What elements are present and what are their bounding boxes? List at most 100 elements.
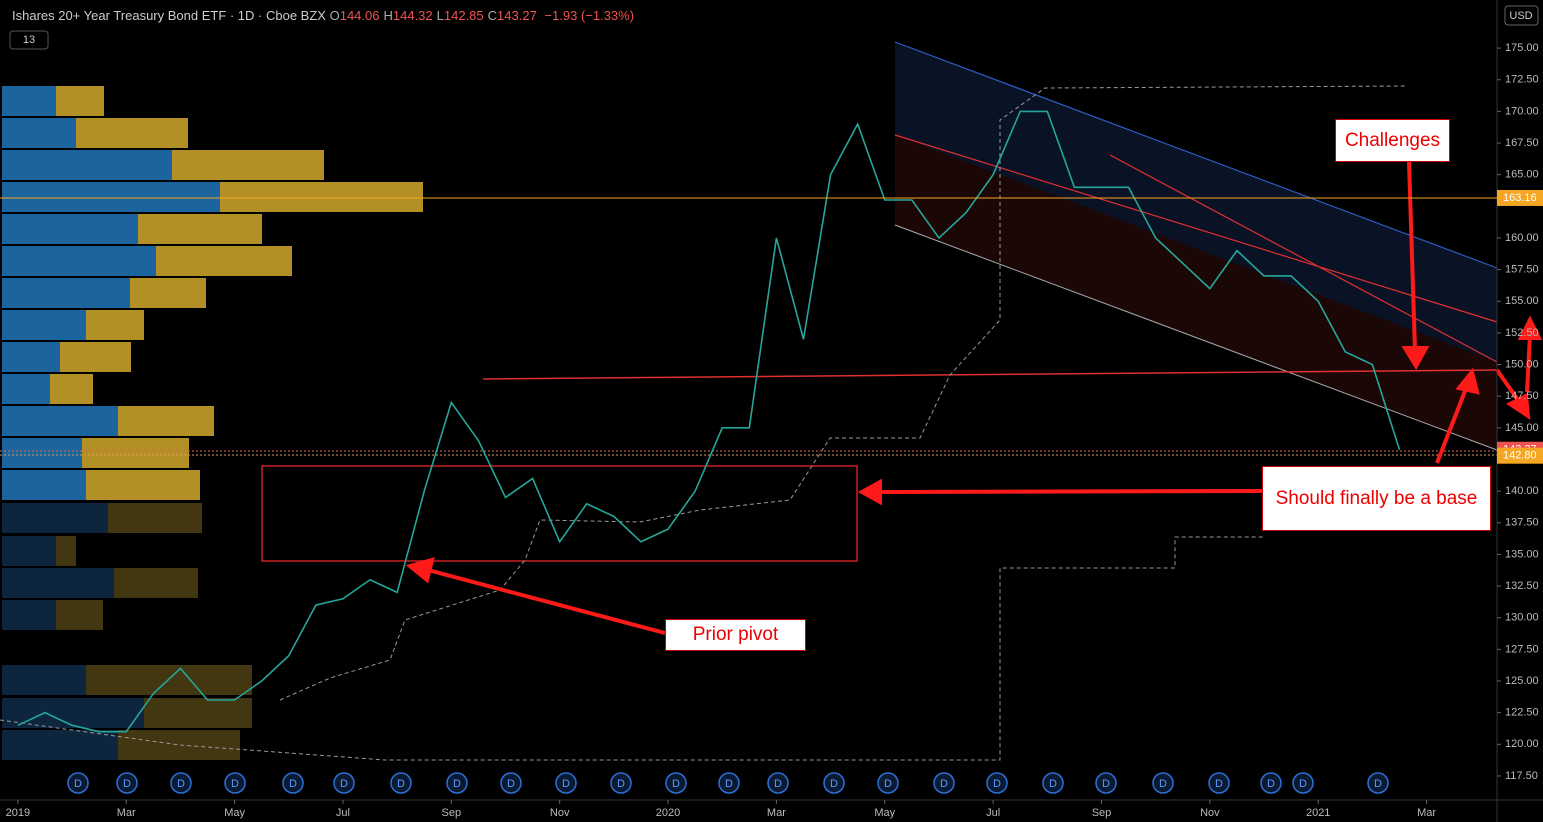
y-tick-label: 127.50 (1505, 643, 1539, 655)
ohlc-value: 143.27 (497, 8, 537, 23)
x-tick-label: Jul (986, 807, 1000, 819)
ohlc-label: H (383, 8, 393, 23)
y-tick-label: 165.00 (1505, 169, 1539, 181)
annotation-arrows (405, 161, 1543, 635)
dividend-marker (1367, 772, 1389, 794)
dividend-label: D (177, 778, 185, 790)
x-tick-label: Nov (1200, 807, 1220, 819)
y-tick-label: 132.50 (1505, 580, 1539, 592)
price-badge (1497, 189, 1543, 206)
indicator-box (9, 30, 49, 50)
drawings (0, 41, 1498, 761)
dividend-label: D (617, 778, 625, 790)
annotation: Should finally be a base (1262, 466, 1491, 531)
dividend-label: D (672, 778, 680, 790)
dividend-label: D (884, 778, 892, 790)
dividend-label: D (453, 778, 461, 790)
price-badge (1497, 447, 1543, 464)
dividend-label: D (507, 778, 515, 790)
dividend-label: D (1215, 778, 1223, 790)
x-tick-label: Mar (1417, 807, 1436, 819)
y-tick-label: 120.00 (1505, 738, 1539, 750)
y-tick-label: 167.50 (1505, 137, 1539, 149)
dividend-label: D (993, 778, 1001, 790)
symbol-title: Ishares 20+ Year Treasury Bond ETF · 1D … (12, 8, 326, 23)
y-tick-label: 125.00 (1505, 675, 1539, 687)
x-tick-label: Mar (117, 807, 136, 819)
ohlc-value: 144.06 (339, 8, 380, 23)
ohlc-label: C (487, 8, 498, 23)
y-tick-label: 130.00 (1505, 612, 1539, 624)
currency-box (1504, 5, 1539, 26)
dividend-marker (1042, 772, 1064, 794)
dividend-label: D (123, 778, 131, 790)
price-badge-label: 142.80 (1503, 450, 1537, 462)
y-tick-label: 175.00 (1505, 42, 1539, 54)
y-tick-label: 160.00 (1505, 232, 1539, 244)
dividend-label: D (774, 778, 782, 790)
dividend-label: D (940, 778, 948, 790)
x-tick-label: Mar (767, 807, 786, 819)
ohlc-value: 144.32 (392, 8, 433, 23)
dividend-marker (823, 772, 845, 794)
volume-profile (2, 86, 423, 760)
dividend-label: D (1374, 778, 1382, 790)
header: Ishares 20+ Year Treasury Bond ETF · 1D … (12, 8, 638, 23)
price-line (17, 110, 1401, 733)
annotation: Prior pivot (665, 619, 806, 651)
dividend-marker (1152, 772, 1174, 794)
dividend-marker (390, 772, 412, 794)
dividend-marker (1260, 772, 1282, 794)
change: −1.93 (−1.33%) (544, 8, 635, 23)
y-tick-label: 137.50 (1505, 517, 1539, 529)
annotation: Challenges (1335, 119, 1450, 162)
y-tick-label: 117.50 (1505, 770, 1538, 782)
ohlc-value: 142.85 (443, 8, 484, 23)
dividend-marker (665, 772, 687, 794)
x-tick-label: May (224, 807, 245, 819)
y-tick-label: 157.50 (1505, 264, 1539, 276)
dividend-label: D (1049, 778, 1057, 790)
y-tick-label: 135.00 (1505, 548, 1539, 560)
dividend-marker (170, 772, 192, 794)
dividend-marker (555, 772, 577, 794)
dividend-marker (1292, 772, 1314, 794)
dividend-marker (500, 772, 522, 794)
dividend-marker (333, 772, 355, 794)
dividend-marker (67, 772, 89, 794)
dividend-marker (877, 772, 899, 794)
dividend-marker (1095, 772, 1117, 794)
dividend-marker (933, 772, 955, 794)
x-tick-label: 2019 (6, 807, 30, 819)
x-tick-label: Sep (1092, 807, 1112, 819)
x-tick-label: Jul (336, 807, 350, 819)
dividend-label: D (725, 778, 733, 790)
dividend-label: D (562, 778, 570, 790)
dividend-label: D (1159, 778, 1167, 790)
indicator-count: 13 (23, 34, 35, 46)
dividend-marker (767, 772, 789, 794)
dividend-marker (224, 772, 246, 794)
dividend-label: D (340, 778, 348, 790)
dividend-label: D (397, 778, 405, 790)
y-tick-label: 152.50 (1505, 327, 1539, 339)
x-tick-label: May (874, 807, 895, 819)
x-tick-label: 2021 (1306, 807, 1330, 819)
x-tick-label: 2020 (656, 807, 680, 819)
dividend-marker (446, 772, 468, 794)
y-tick-label: 147.50 (1505, 390, 1539, 402)
dividend-label: D (1102, 778, 1110, 790)
ohlc-label: L (436, 8, 444, 23)
y-tick-label: 170.00 (1505, 105, 1539, 117)
y-tick-label: 172.50 (1505, 74, 1539, 86)
dividend-label: D (1299, 778, 1307, 790)
ohlc-label: O (329, 8, 340, 23)
x-tick-label: Sep (442, 807, 462, 819)
y-tick-label: 122.50 (1505, 707, 1539, 719)
y-tick-label: 140.00 (1505, 485, 1539, 497)
dividend-label: D (289, 778, 297, 790)
y-tick-label: 150.00 (1505, 358, 1539, 370)
dividend-label: D (1267, 778, 1275, 790)
dividend-marker (718, 772, 740, 794)
